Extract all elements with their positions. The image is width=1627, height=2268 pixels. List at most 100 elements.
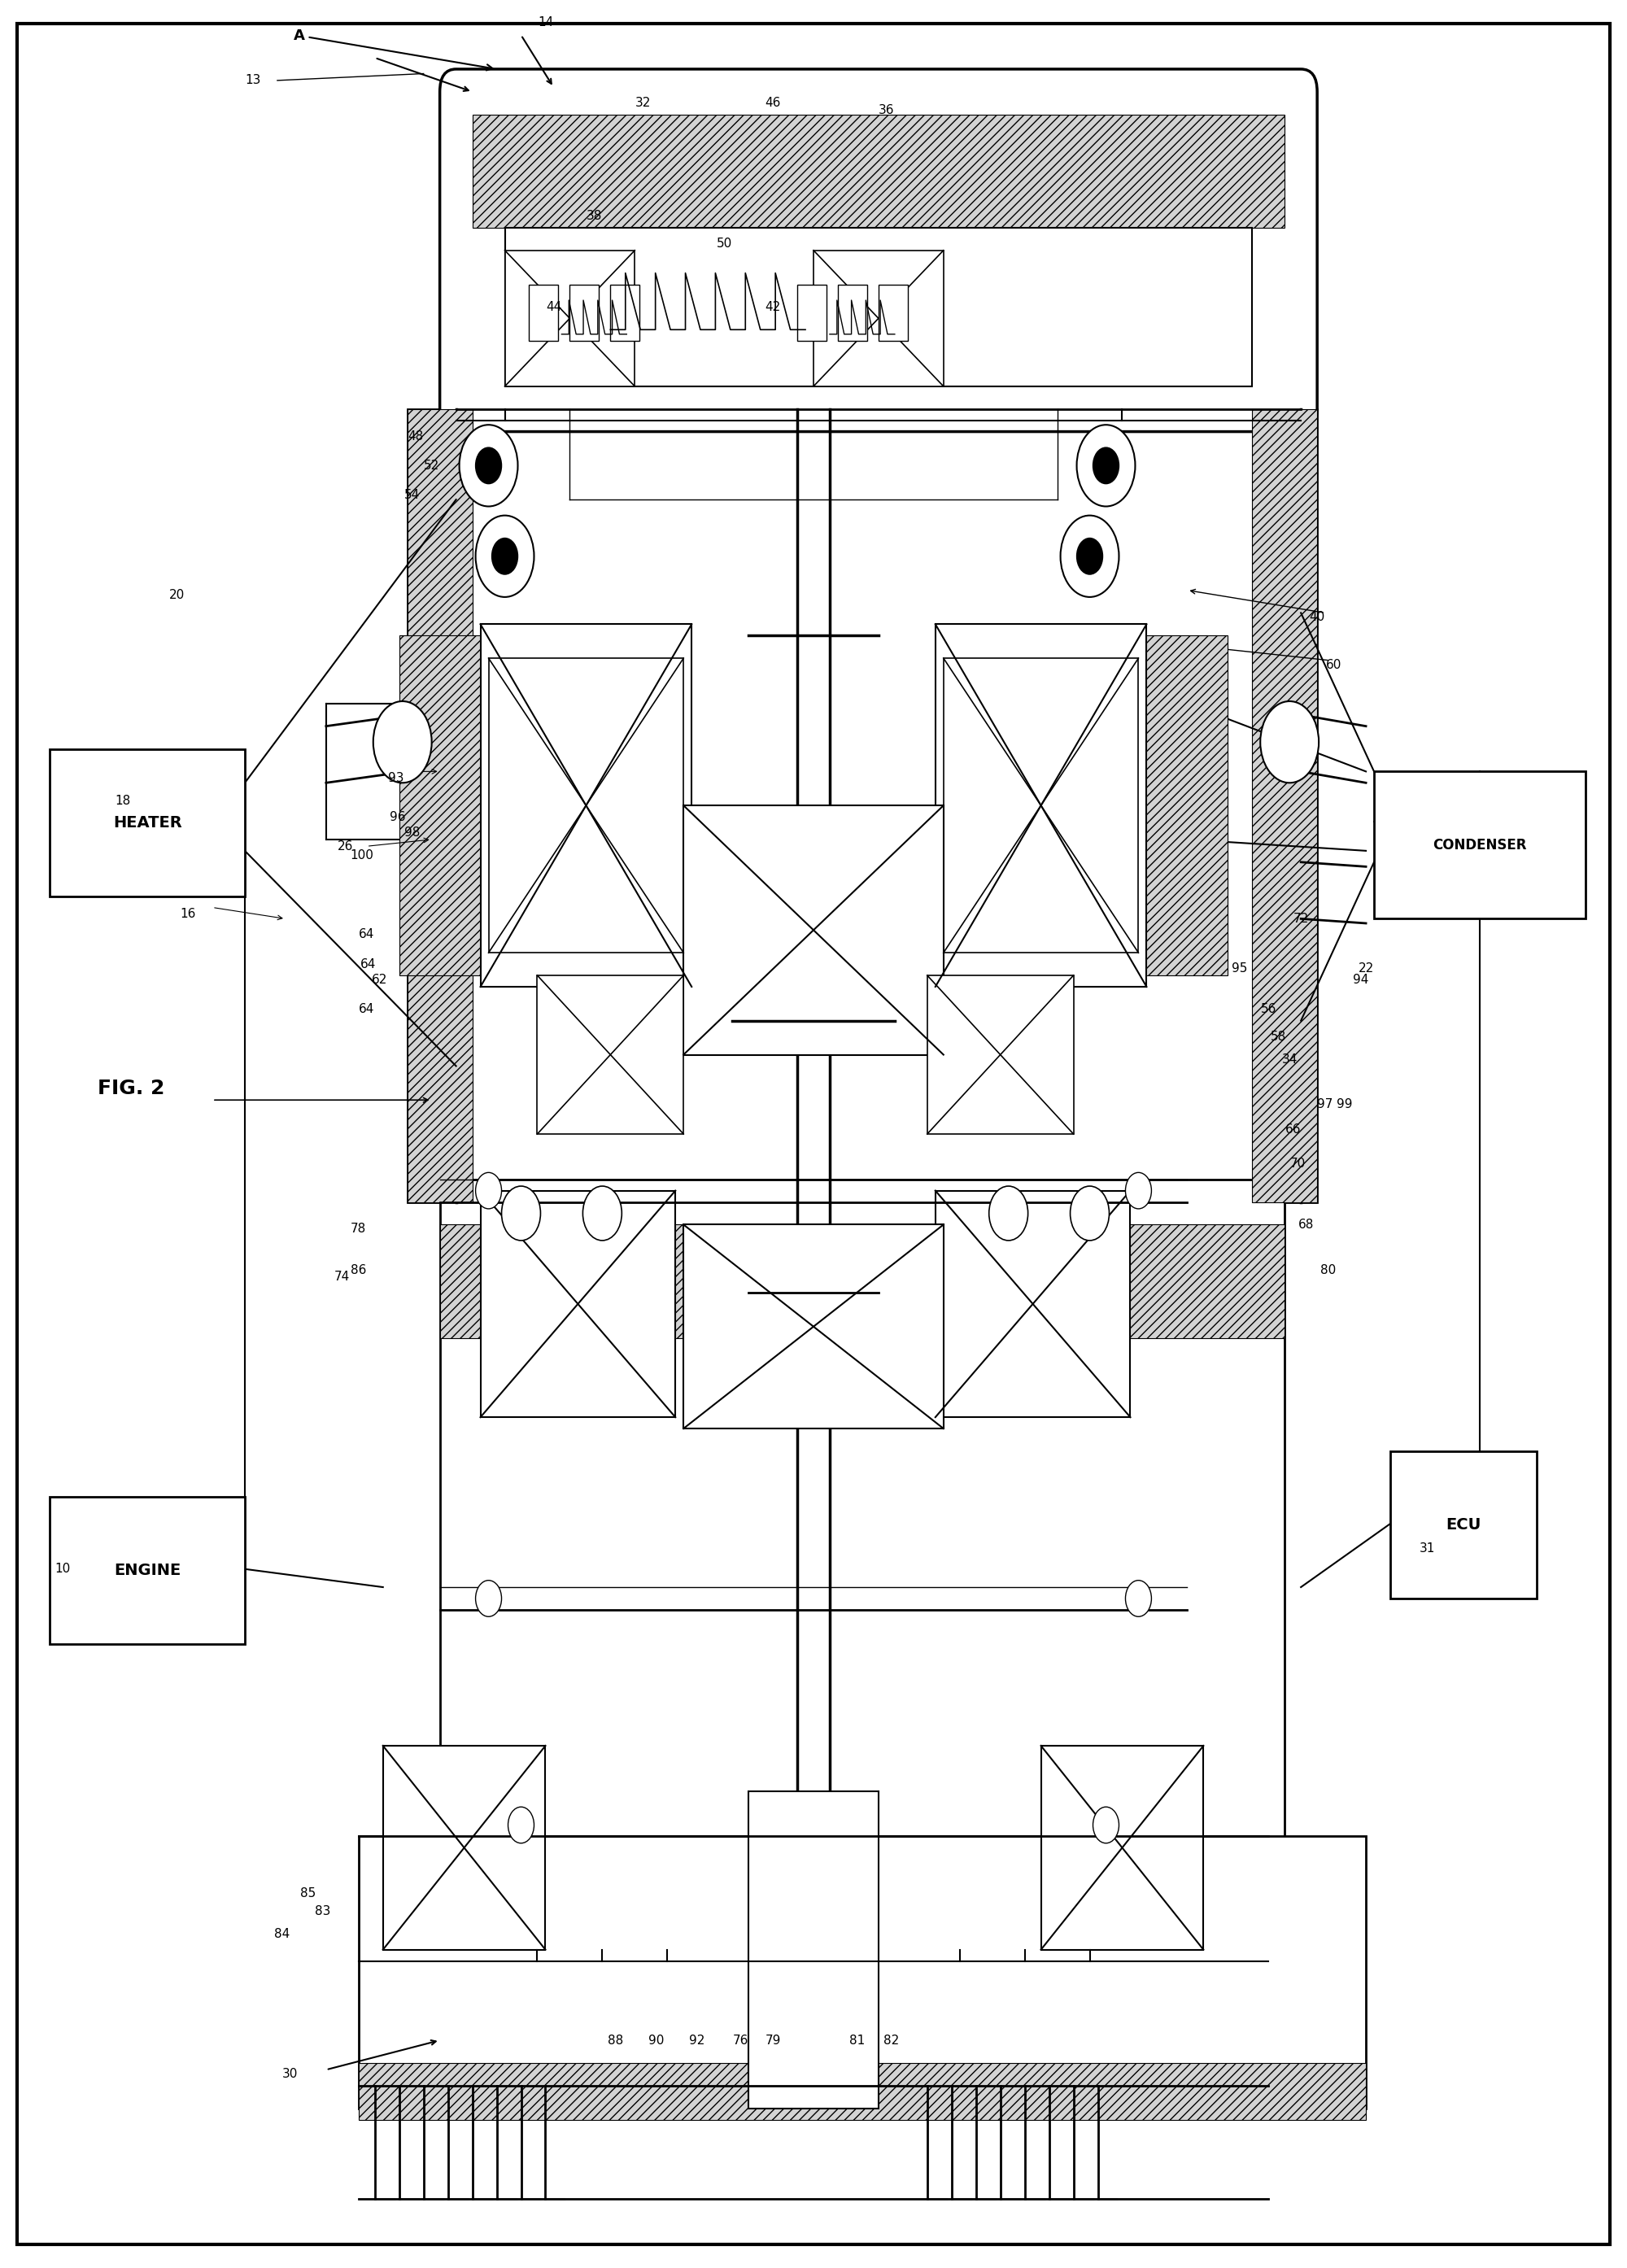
Bar [1375,771,1585,919]
Bar [407,408,1318,1202]
Circle shape [1071,1186,1110,1241]
Text: CONDENSER: CONDENSER [1433,837,1526,853]
Text: 46: 46 [765,98,781,109]
Text: 78: 78 [351,1222,366,1236]
Bar [382,1746,545,1950]
Text: 62: 62 [373,973,387,987]
Bar [504,227,1253,386]
Text: 36: 36 [879,104,895,116]
Text: 99: 99 [1337,1098,1352,1111]
Bar [879,284,908,340]
Bar [944,658,1139,953]
Text: 76: 76 [732,2034,748,2046]
Text: 97: 97 [1318,1098,1333,1111]
Bar [399,635,488,975]
Text: 52: 52 [425,460,439,472]
Text: 86: 86 [351,1263,366,1277]
Text: 82: 82 [883,2034,900,2046]
Text: 74: 74 [335,1270,350,1284]
Text: 50: 50 [716,238,732,249]
Text: 42: 42 [765,302,781,313]
Text: 22: 22 [1359,962,1373,975]
Bar [797,284,827,340]
Bar [358,2064,1367,2121]
Bar [944,658,1139,953]
Text: 81: 81 [849,2034,866,2046]
Bar [439,1225,1285,1338]
Text: 10: 10 [55,1563,70,1574]
Bar [439,1179,1285,1860]
Text: 64: 64 [361,957,376,971]
Circle shape [475,515,534,596]
Text: 64: 64 [360,1002,374,1016]
Text: 98: 98 [403,826,420,839]
Text: 72: 72 [1293,912,1308,925]
Circle shape [989,1186,1028,1241]
Circle shape [491,538,517,574]
Text: HEATER: HEATER [112,814,182,830]
Bar [838,284,867,340]
Text: 83: 83 [316,1905,330,1916]
Text: 30: 30 [283,2068,298,2080]
Circle shape [1077,538,1103,574]
Text: 16: 16 [181,907,195,921]
Circle shape [1093,447,1119,483]
Text: 100: 100 [350,848,374,862]
Bar [537,975,683,1134]
Bar [480,1191,675,1418]
Text: 20: 20 [169,590,184,601]
Bar [936,1191,1131,1418]
Bar [748,1792,879,2109]
Text: 32: 32 [635,98,651,109]
Text: 64: 64 [360,928,374,941]
Bar [488,658,683,953]
Circle shape [1126,1173,1152,1209]
Text: 95: 95 [1232,962,1246,975]
Text: ECU: ECU [1446,1517,1481,1533]
Text: 14: 14 [537,16,553,27]
Bar [480,624,691,987]
Text: 92: 92 [688,2034,704,2046]
Text: 80: 80 [1321,1263,1336,1277]
Text: 84: 84 [275,1928,290,1939]
Circle shape [1261,701,1319,782]
Text: 58: 58 [1271,1030,1285,1043]
Text: 94: 94 [1354,973,1368,987]
Text: 70: 70 [1290,1157,1305,1170]
Circle shape [373,701,431,782]
Circle shape [475,1581,501,1617]
Bar [683,805,944,1055]
Circle shape [501,1186,540,1241]
Bar [927,975,1074,1134]
FancyBboxPatch shape [439,68,1318,431]
Text: 26: 26 [338,839,353,853]
Text: 54: 54 [405,490,420,501]
Bar [504,249,635,386]
Bar [814,249,944,386]
Text: 90: 90 [648,2034,664,2046]
Bar [569,284,599,340]
Text: 38: 38 [586,211,602,222]
Text: 13: 13 [246,75,260,86]
Circle shape [1077,424,1136,506]
Text: 34: 34 [1282,1052,1297,1066]
Circle shape [459,424,517,506]
Circle shape [1061,515,1119,596]
Bar [50,748,244,896]
Text: ENGINE: ENGINE [114,1563,181,1579]
Bar [1139,635,1228,975]
Text: 66: 66 [1285,1123,1300,1136]
Text: 40: 40 [1310,612,1324,624]
Bar [50,1497,244,1644]
Bar [488,658,683,953]
Circle shape [508,1808,534,1844]
Bar [472,113,1285,227]
Bar [529,284,558,340]
Bar [1041,1746,1204,1950]
Text: 44: 44 [545,302,561,313]
Text: 18: 18 [116,794,130,807]
Circle shape [1126,1581,1152,1617]
Bar [1253,408,1318,1202]
Text: 31: 31 [1420,1542,1435,1556]
Text: 93: 93 [387,771,403,785]
